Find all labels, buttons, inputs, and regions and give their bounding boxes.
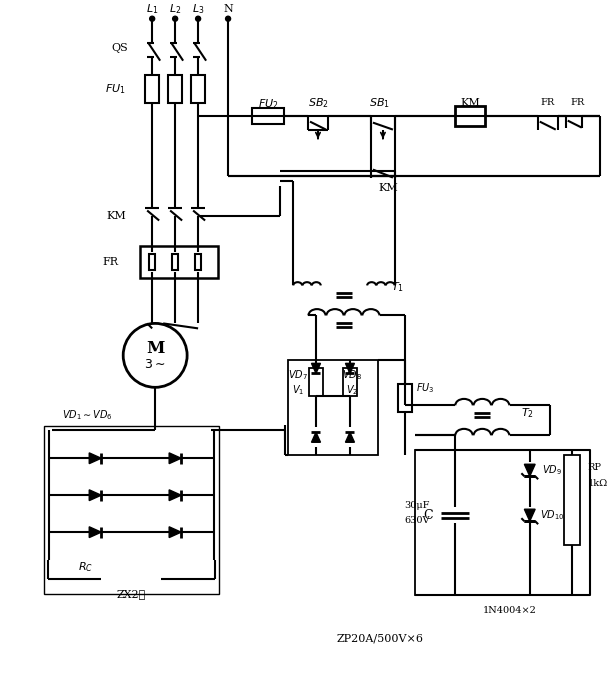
Polygon shape — [346, 432, 354, 443]
Text: QS: QS — [111, 43, 128, 52]
Text: $VD_{10}$: $VD_{10}$ — [539, 508, 564, 522]
Text: KM: KM — [378, 183, 398, 193]
Text: $FU_3$: $FU_3$ — [416, 381, 434, 395]
Text: FR: FR — [102, 258, 118, 267]
Text: KM: KM — [460, 98, 480, 107]
Polygon shape — [525, 464, 535, 476]
Bar — [145, 75, 159, 103]
Bar — [398, 385, 412, 413]
Text: C: C — [423, 509, 433, 521]
Polygon shape — [311, 364, 320, 373]
Text: $VD_9$: $VD_9$ — [542, 463, 561, 477]
Circle shape — [149, 16, 154, 21]
Text: ZX2型: ZX2型 — [117, 589, 146, 599]
Text: $VD_1{\sim}VD_6$: $VD_1{\sim}VD_6$ — [62, 408, 113, 422]
Bar — [455, 105, 485, 126]
Text: $L_1$: $L_1$ — [146, 2, 159, 15]
Bar — [415, 450, 590, 595]
Polygon shape — [311, 432, 320, 443]
Polygon shape — [89, 490, 101, 500]
Text: $V_1$: $V_1$ — [292, 383, 304, 397]
Circle shape — [226, 16, 231, 21]
Polygon shape — [169, 490, 181, 500]
Text: M: M — [146, 340, 164, 357]
Text: $R_C$: $R_C$ — [78, 560, 93, 574]
Text: $FU_2$: $FU_2$ — [258, 97, 279, 110]
Bar — [564, 455, 580, 545]
Bar — [44, 426, 219, 594]
Text: $T_1$: $T_1$ — [391, 281, 405, 295]
Text: $FU_1$: $FU_1$ — [105, 82, 126, 96]
Circle shape — [196, 16, 200, 21]
Polygon shape — [525, 510, 535, 521]
Polygon shape — [169, 527, 181, 537]
Bar — [288, 360, 378, 455]
Text: KM: KM — [106, 211, 126, 221]
Text: $SB_2$: $SB_2$ — [308, 96, 328, 110]
Text: 630V: 630V — [404, 516, 430, 525]
Text: FR: FR — [571, 98, 585, 107]
Text: 30μF: 30μF — [404, 500, 430, 510]
Text: $T_2$: $T_2$ — [522, 406, 534, 420]
Text: 1N4004×2: 1N4004×2 — [483, 606, 537, 615]
Bar — [140, 246, 218, 279]
Text: 1kΩ: 1kΩ — [588, 479, 608, 488]
Bar — [172, 255, 178, 270]
Text: $VD_7$: $VD_7$ — [288, 369, 308, 383]
Text: $VD_8$: $VD_8$ — [342, 369, 362, 383]
Text: ZP20A/500V×6: ZP20A/500V×6 — [336, 633, 423, 643]
Polygon shape — [89, 453, 101, 463]
Bar — [191, 75, 205, 103]
Text: FR: FR — [541, 98, 555, 107]
Text: $L_3$: $L_3$ — [192, 2, 204, 15]
Bar — [149, 255, 155, 270]
Bar — [195, 255, 201, 270]
Text: $V_2$: $V_2$ — [346, 383, 358, 397]
Text: N: N — [223, 3, 233, 14]
Bar — [168, 75, 182, 103]
Bar — [252, 107, 284, 124]
Text: $L_2$: $L_2$ — [169, 2, 181, 15]
Polygon shape — [89, 527, 101, 537]
Bar — [48, 430, 215, 560]
Text: $SB_1$: $SB_1$ — [370, 96, 391, 110]
Bar — [101, 572, 161, 586]
Circle shape — [173, 16, 178, 21]
Circle shape — [123, 323, 187, 387]
Polygon shape — [346, 364, 354, 373]
Bar — [343, 369, 357, 396]
Bar — [309, 369, 323, 396]
Text: RP: RP — [588, 463, 601, 472]
Text: $3{\sim}$: $3{\sim}$ — [145, 358, 166, 371]
Polygon shape — [169, 453, 181, 463]
